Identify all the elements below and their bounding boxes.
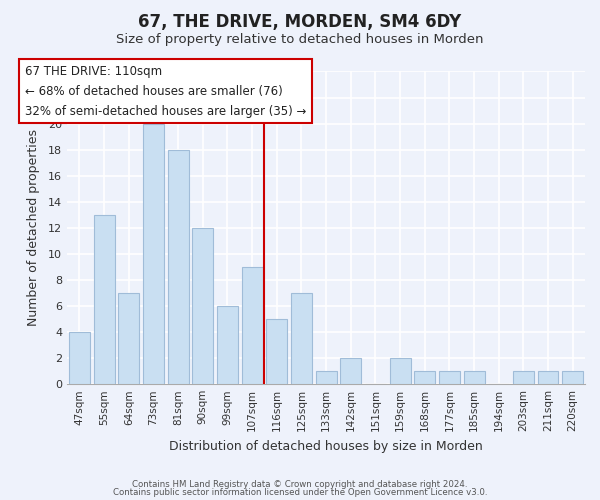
Text: Contains HM Land Registry data © Crown copyright and database right 2024.: Contains HM Land Registry data © Crown c… (132, 480, 468, 489)
Bar (242, 267, 263, 384)
Bar (414, 371, 435, 384)
Text: 67 THE DRIVE: 110sqm
← 68% of detached houses are smaller (76)
32% of semi-detac: 67 THE DRIVE: 110sqm ← 68% of detached h… (25, 64, 307, 118)
Bar (217, 306, 238, 384)
Bar (389, 358, 410, 384)
X-axis label: Distribution of detached houses by size in Morden: Distribution of detached houses by size … (169, 440, 483, 452)
Bar (266, 319, 287, 384)
Text: Contains public sector information licensed under the Open Government Licence v3: Contains public sector information licen… (113, 488, 487, 497)
Text: 67, THE DRIVE, MORDEN, SM4 6DY: 67, THE DRIVE, MORDEN, SM4 6DY (139, 12, 461, 30)
Bar (562, 371, 583, 384)
Bar (464, 371, 485, 384)
Bar (316, 371, 337, 384)
Bar (513, 371, 534, 384)
Bar (291, 293, 312, 384)
Y-axis label: Number of detached properties: Number of detached properties (26, 130, 40, 326)
Bar (143, 124, 164, 384)
Bar (192, 228, 213, 384)
Bar (167, 150, 188, 384)
Bar (118, 293, 139, 384)
Bar (69, 332, 90, 384)
Bar (94, 215, 115, 384)
Bar (439, 371, 460, 384)
Text: Size of property relative to detached houses in Morden: Size of property relative to detached ho… (116, 32, 484, 46)
Bar (340, 358, 361, 384)
Bar (538, 371, 559, 384)
